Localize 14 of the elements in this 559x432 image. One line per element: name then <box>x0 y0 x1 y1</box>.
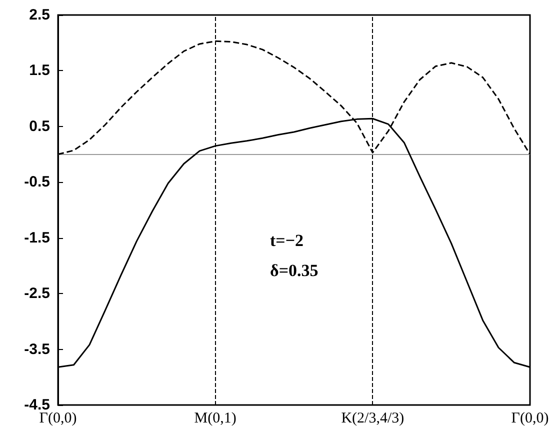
y-tick-label: -1.5 <box>24 229 50 246</box>
annotation: δ=0.35 <box>270 261 318 280</box>
x-tick-label: Γ(0,0) <box>39 410 77 426</box>
y-tick-label: 1.5 <box>29 62 50 80</box>
y-tick-label: -2.5 <box>24 285 50 302</box>
x-tick-label: M(0,1) <box>194 410 236 426</box>
y-tick-label: 2.5 <box>29 6 50 24</box>
annotation: t=−2 <box>270 231 304 250</box>
x-tick-label: K(2/3,4/3) <box>341 410 404 426</box>
x-tick-label: Γ(0,0) <box>511 410 549 426</box>
y-tick-label: -3.5 <box>24 340 50 358</box>
y-tick-label: -4.5 <box>24 396 50 414</box>
y-tick-label: 0.5 <box>29 118 50 135</box>
y-tick-label: -0.5 <box>24 174 50 191</box>
